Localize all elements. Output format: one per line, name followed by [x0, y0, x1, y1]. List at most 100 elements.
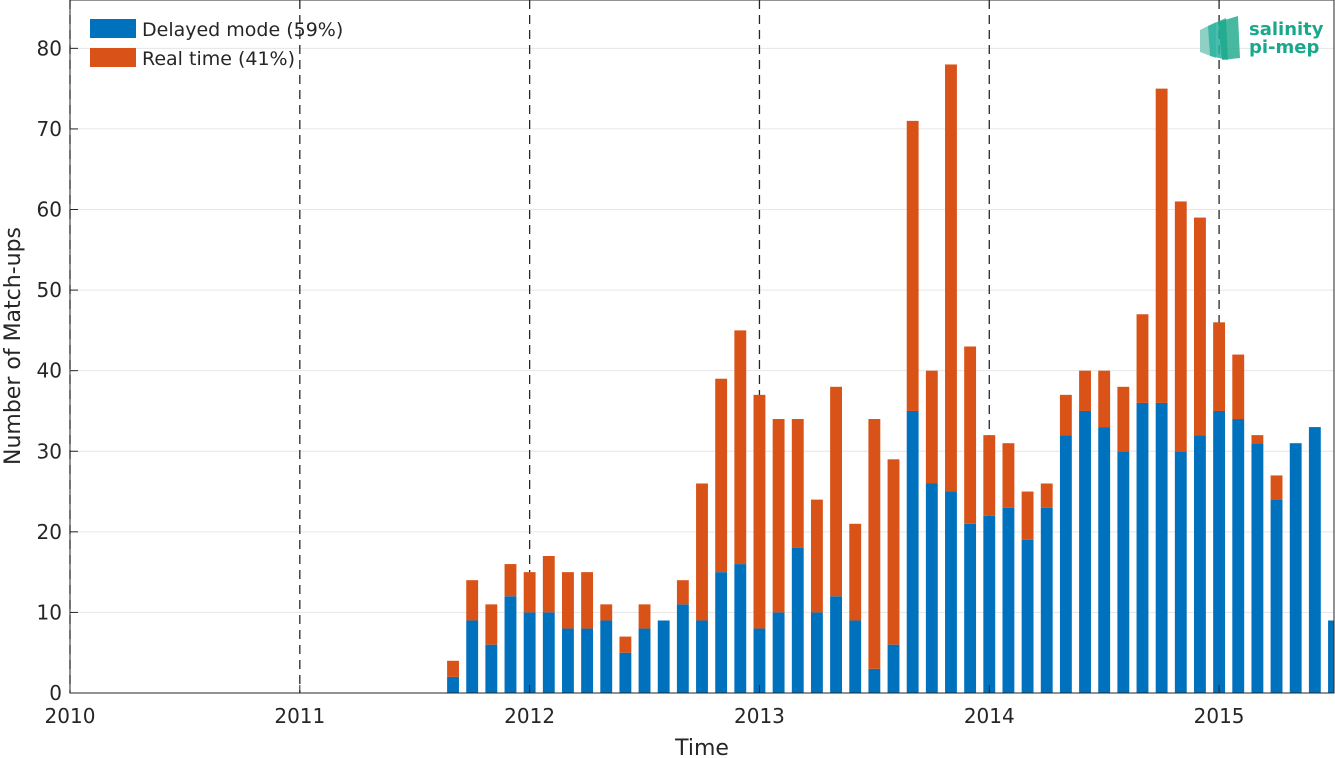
bar-realtime-2014-05: [1059, 394, 1072, 436]
bar-delayed-2013-03: [791, 547, 804, 693]
bar-realtime-2015-04: [1270, 475, 1283, 500]
bar-delayed-2012-12: [734, 564, 747, 693]
bar-realtime-2012-09: [676, 580, 689, 605]
x-tick-label-2012: 2012: [504, 704, 555, 728]
bar-realtime-2012-10: [696, 483, 708, 621]
y-ticks: 0 10 20 30 40 50 60 70 80: [37, 36, 78, 705]
bar-realtime-2012-11: [715, 378, 728, 573]
bar-delayed-2014-05: [1059, 435, 1072, 693]
bar-delayed-2012-11: [715, 572, 728, 693]
y-tick-label-60: 60: [37, 198, 62, 222]
bar-delayed-2015-06: [1308, 427, 1321, 693]
bar-realtime-2011-10: [466, 580, 479, 621]
bar-delayed-2014-08: [1117, 451, 1130, 693]
bar-delayed-2014-09: [1136, 402, 1149, 693]
bar-delayed-2014-12: [1194, 435, 1206, 693]
legend: Delayed mode (59%) Real time (41%): [90, 19, 343, 70]
bar-delayed-2015-04: [1270, 499, 1283, 693]
y-tick-label-50: 50: [37, 278, 62, 302]
y-tick-label-80: 80: [37, 36, 62, 60]
plot-frame: [69, 0, 1335, 694]
salinity-pi-mep-logo: salinity pi-mep: [1200, 16, 1324, 60]
bar-delayed-2013-10: [925, 483, 938, 693]
bar-delayed-2012-08: [657, 620, 670, 693]
bar-delayed-2013-01: [753, 628, 766, 693]
bar-delayed-2012-05: [600, 620, 613, 693]
bar-realtime-2012-04: [581, 572, 594, 629]
bar-realtime-2013-08: [887, 459, 900, 645]
bar-realtime-2012-02: [542, 556, 555, 613]
bar-delayed-2013-12: [964, 523, 977, 693]
bar-realtime-2011-11: [485, 604, 498, 645]
bar-realtime-2013-04: [810, 499, 823, 613]
x-tick-label-2014: 2014: [964, 704, 1015, 728]
bar-delayed-2012-09: [676, 604, 689, 693]
bar-delayed-2014-01: [983, 515, 996, 693]
bar-delayed-2012-07: [638, 628, 651, 693]
bar-delayed-2013-04: [810, 612, 823, 693]
legend-label-realtime: Real time (41%): [142, 48, 295, 70]
bar-delayed-2014-02: [1002, 507, 1015, 693]
bar-delayed-2014-11: [1174, 451, 1187, 693]
bar-realtime-2013-07: [868, 419, 881, 669]
bar-realtime-2014-01: [983, 435, 996, 516]
bar-delayed-2011-09: [447, 676, 459, 693]
bar-delayed-2011-10: [466, 620, 479, 693]
bar-realtime-2015-03: [1251, 435, 1264, 444]
bar-delayed-2013-06: [849, 620, 862, 693]
bar-realtime-2014-12: [1194, 217, 1206, 436]
bar-delayed-2015-03: [1251, 443, 1264, 693]
bar-realtime-2013-06: [849, 523, 862, 621]
bar-delayed-2013-08: [887, 644, 900, 693]
bar-realtime-2014-03: [1021, 491, 1034, 540]
bar-delayed-2015-07: [1328, 620, 1334, 693]
bar-delayed-2015-02: [1232, 419, 1245, 693]
logo-line1: salinity: [1249, 19, 1324, 40]
bar-realtime-2014-07: [1098, 370, 1111, 428]
bar-realtime-2012-12: [734, 330, 747, 565]
bar-realtime-2014-10: [1155, 88, 1168, 403]
y-tick-label-20: 20: [37, 520, 62, 544]
bar-delayed-2014-10: [1155, 402, 1168, 693]
bar-delayed-2014-03: [1021, 539, 1034, 693]
bar-delayed-2013-05: [830, 596, 842, 693]
bar-realtime-2015-02: [1232, 354, 1245, 420]
bar-delayed-2011-11: [485, 644, 498, 693]
bar-realtime-2012-07: [638, 604, 651, 629]
bar-delayed-2012-02: [542, 612, 555, 693]
bar-realtime-2013-12: [964, 346, 977, 524]
legend-swatch-realtime: [90, 48, 136, 67]
legend-label-delayed: Delayed mode (59%): [142, 19, 343, 41]
bar-realtime-2013-11: [945, 64, 957, 492]
bar-delayed-2013-07: [868, 668, 881, 693]
legend-swatch-delayed: [90, 19, 136, 38]
bar-delayed-2015-01: [1213, 410, 1226, 693]
bar-delayed-2014-07: [1098, 427, 1111, 693]
y-tick-label-70: 70: [37, 117, 62, 141]
x-tick-label-2010: 2010: [45, 704, 96, 728]
bar-delayed-2014-04: [1040, 507, 1053, 693]
bar-realtime-2013-10: [925, 370, 938, 484]
bar-realtime-2014-08: [1117, 386, 1130, 452]
bar-realtime-2015-01: [1213, 322, 1226, 411]
logo-mark-icon: [1200, 16, 1240, 60]
bar-delayed-2012-06: [619, 652, 632, 693]
bar-realtime-2013-02: [772, 419, 785, 613]
bar-realtime-2013-01: [753, 394, 766, 629]
bar-realtime-2014-09: [1136, 314, 1149, 403]
x-tick-label-2013: 2013: [734, 704, 785, 728]
y-tick-label-0: 0: [49, 681, 62, 705]
bar-delayed-2012-01: [523, 612, 536, 693]
bar-delayed-2012-10: [696, 620, 708, 693]
x-axis-title: Time: [674, 736, 729, 758]
y-tick-label-10: 10: [37, 600, 62, 624]
bar-delayed-2012-04: [581, 628, 594, 693]
bar-realtime-2014-04: [1040, 483, 1053, 508]
bar-realtime-2013-03: [791, 419, 804, 548]
bar-realtime-2011-12: [504, 564, 517, 597]
bar-delayed-2011-12: [504, 596, 517, 693]
bar-delayed-2013-11: [945, 491, 957, 693]
bar-realtime-2012-03: [562, 572, 574, 629]
bar-realtime-2011-09: [447, 660, 459, 677]
